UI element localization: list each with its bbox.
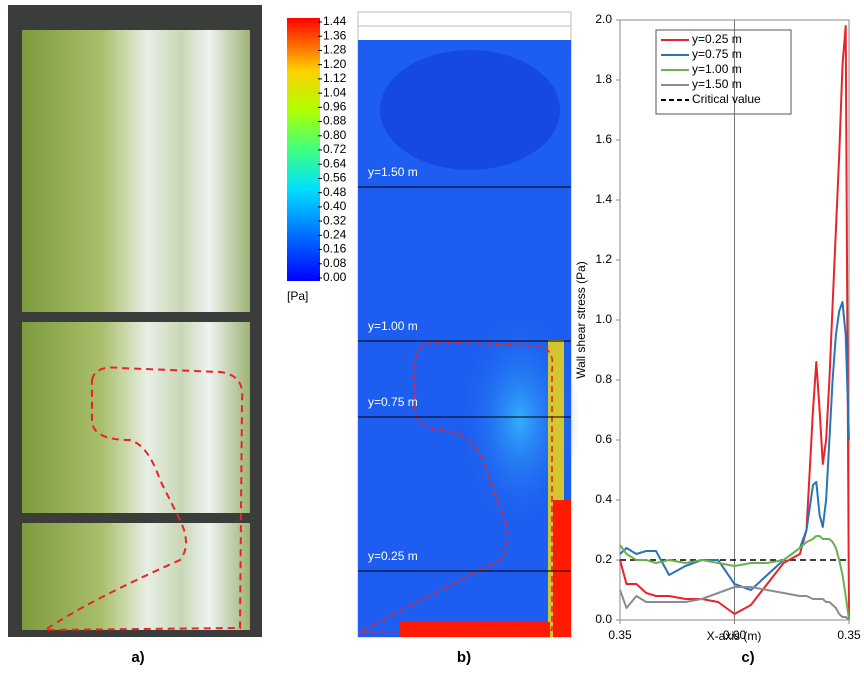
series-line [619, 586, 850, 621]
x-tick-label: 0.00 [723, 628, 747, 642]
colorbar [287, 18, 320, 281]
y-tick-label: 0.4 [595, 492, 612, 506]
colorbar-tick-label: 1.04 [323, 85, 347, 99]
y-tick-label: 0.8 [595, 372, 612, 386]
colorbar-tick-label: 0.48 [323, 185, 347, 199]
panel-label: c) [741, 649, 754, 666]
colorbar-tick-label: 1.44 [323, 14, 347, 28]
colorbar-tick-label: 1.36 [323, 28, 347, 42]
legend-label: y=1.00 m [692, 62, 742, 76]
colorbar-tick-label: 0.40 [323, 199, 347, 213]
region-outline [359, 341, 554, 633]
x-tick-label: 0.35 [837, 628, 861, 642]
y-tick-label: 1.0 [595, 312, 612, 326]
contour-shade [380, 50, 560, 170]
y-tick-label: 0.0 [595, 612, 612, 626]
series-line [619, 535, 850, 621]
y-tick-label: 0.2 [595, 552, 612, 566]
contour-shade [400, 622, 550, 637]
y-tick-label: 2.0 [595, 12, 612, 26]
colorbar-tick-label: 1.12 [323, 71, 347, 85]
colorbar-tick-label: 0.96 [323, 100, 347, 114]
panel-label: a) [131, 649, 144, 666]
colorbar-tick-label: 0.56 [323, 171, 347, 185]
y-tick-label: 1.2 [595, 252, 612, 266]
colorbar-tick-label: 0.72 [323, 142, 347, 156]
colorbar-tick-label: 1.20 [323, 57, 347, 71]
frame-bar [22, 312, 250, 322]
legend-label: y=1.50 m [692, 77, 742, 91]
y-tick-label: 1.6 [595, 132, 612, 146]
y-tick-label: 1.4 [595, 192, 612, 206]
series-line [619, 25, 850, 621]
x-tick-label: 0.35 [608, 628, 632, 642]
legend-label: Critical value [692, 92, 761, 106]
section-label: y=0.75 m [368, 395, 418, 409]
section-label: y=1.00 m [368, 319, 418, 333]
colorbar-tick-label: 0.64 [323, 156, 347, 170]
y-tick-label: 0.6 [595, 432, 612, 446]
colorbar-unit: [Pa] [287, 289, 308, 303]
colorbar-tick-label: 1.28 [323, 43, 347, 57]
legend-label: y=0.75 m [692, 47, 742, 61]
region-outline [41, 366, 244, 632]
frame-bar [22, 513, 250, 523]
y-tick-label: 1.8 [595, 72, 612, 86]
colorbar-tick-label: 0.00 [323, 270, 347, 284]
x-axis-label: X-axis (m) [707, 629, 762, 643]
colorbar-tick-label: 0.88 [323, 114, 347, 128]
colorbar-tick-label: 0.32 [323, 213, 347, 227]
panel-label: b) [457, 649, 471, 666]
colorbar-tick-label: 0.16 [323, 242, 347, 256]
colorbar-tick-label: 0.24 [323, 228, 347, 242]
colorbar-tick-label: 0.08 [323, 256, 347, 270]
photo [22, 30, 250, 630]
colorbar-tick-label: 0.80 [323, 128, 347, 142]
section-label: y=0.25 m [368, 549, 418, 563]
y-axis-label: Wall shear stress (Pa) [574, 261, 588, 379]
legend-label: y=0.25 m [692, 32, 742, 46]
section-label: y=1.50 m [368, 165, 418, 179]
contour-shade [553, 500, 571, 637]
